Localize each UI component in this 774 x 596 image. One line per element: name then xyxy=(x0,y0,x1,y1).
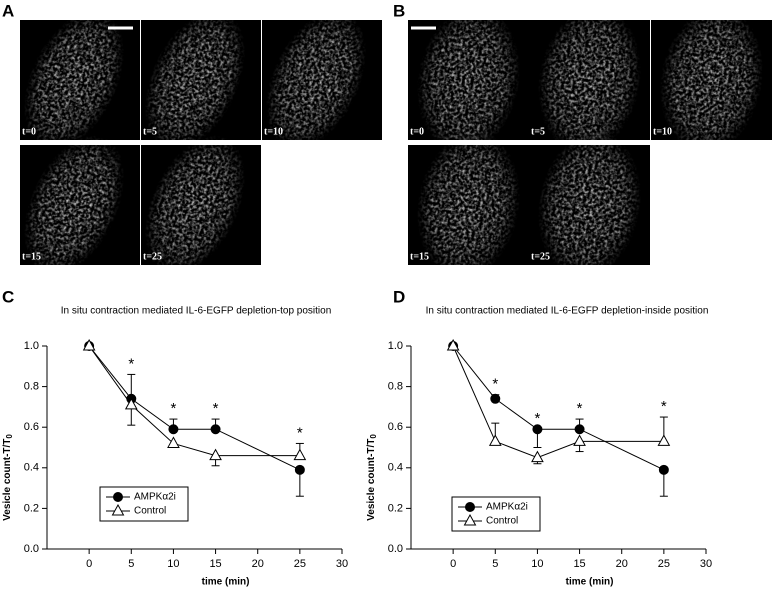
panel-letter: D xyxy=(393,287,405,306)
chart-title: In situ contraction mediated IL-6-EGFP d… xyxy=(61,306,332,317)
cell-signal xyxy=(23,135,125,275)
x-tick-label: 10 xyxy=(167,558,179,570)
data-point xyxy=(168,424,179,435)
significance-mark: * xyxy=(213,400,219,417)
cell-signal xyxy=(537,131,642,279)
cell-signal xyxy=(144,10,246,150)
y-axis-label: Vesicle count-T/T0 xyxy=(366,434,378,521)
y-tick-label: 0.4 xyxy=(388,462,403,474)
significance-mark: * xyxy=(492,376,498,393)
chart-title: In situ contraction mediated IL-6-EGFP d… xyxy=(426,306,709,317)
data-point xyxy=(574,424,585,435)
y-axis-label-text: Vesicle count-T/T xyxy=(366,439,377,521)
legend-label: AMPKα2i xyxy=(486,502,528,513)
data-point xyxy=(490,393,501,404)
cell-signal xyxy=(144,135,246,275)
significance-mark: * xyxy=(577,400,583,417)
y-tick-label: 1.0 xyxy=(388,340,403,352)
cell-signal xyxy=(537,6,642,154)
y-axis-label: Vesicle count-T/T0 xyxy=(2,434,14,521)
panel-letter: A xyxy=(2,1,14,20)
x-tick-label: 5 xyxy=(128,558,134,570)
y-tick-label: 0.0 xyxy=(24,543,39,555)
legend-marker xyxy=(465,502,475,512)
data-point xyxy=(531,450,544,463)
y-axis-label-subscript: 0 xyxy=(369,434,378,439)
x-tick-label: 15 xyxy=(209,558,221,570)
x-tick-label: 30 xyxy=(336,558,348,570)
legend-label: AMPKα2i xyxy=(134,492,176,503)
legend-label: Control xyxy=(134,506,166,517)
y-tick-label: 1.0 xyxy=(24,340,39,352)
cell-signal xyxy=(416,6,521,154)
y-axis-label-subscript: 0 xyxy=(5,434,14,439)
data-point xyxy=(209,448,222,461)
x-axis-label: time (min) xyxy=(566,577,614,588)
data-point xyxy=(293,448,307,461)
y-tick-label: 0.6 xyxy=(24,421,39,433)
data-point xyxy=(294,464,305,475)
x-tick-label: 20 xyxy=(616,558,628,570)
y-tick-label: 0.4 xyxy=(24,462,39,474)
frame-label: t=0 xyxy=(22,126,36,137)
y-tick-label: 0.8 xyxy=(388,381,403,393)
significance-mark: * xyxy=(128,355,134,372)
frame-label: t=5 xyxy=(531,126,545,137)
x-tick-label: 0 xyxy=(450,558,456,570)
frame-label: t=5 xyxy=(143,126,157,137)
y-tick-label: 0.6 xyxy=(388,421,403,433)
data-point xyxy=(82,338,96,351)
frame-label: t=25 xyxy=(143,251,162,262)
cell-signal xyxy=(23,10,125,150)
data-point xyxy=(488,434,502,446)
data-point xyxy=(167,436,180,448)
cell-signal xyxy=(416,131,521,279)
frame-label: t=25 xyxy=(531,251,550,262)
data-point xyxy=(532,424,543,435)
legend-marker xyxy=(463,513,477,526)
cell-signal xyxy=(265,10,367,150)
significance-mark: * xyxy=(171,400,177,417)
x-tick-label: 10 xyxy=(531,558,543,570)
legend-label: Control xyxy=(486,516,518,527)
x-tick-label: 25 xyxy=(294,558,306,570)
cell-signal xyxy=(659,6,764,154)
frame-label: t=10 xyxy=(653,126,672,137)
data-point xyxy=(124,397,138,410)
panel-letter: B xyxy=(393,1,405,20)
panel-letter: C xyxy=(2,287,14,306)
x-tick-label: 30 xyxy=(700,558,712,570)
legend-marker xyxy=(113,492,123,502)
significance-mark: * xyxy=(661,398,667,415)
significance-mark: * xyxy=(535,410,541,427)
frame-label: t=0 xyxy=(410,126,424,137)
frame-label: t=15 xyxy=(410,251,429,262)
x-tick-label: 15 xyxy=(573,558,585,570)
x-tick-label: 25 xyxy=(658,558,670,570)
data-point xyxy=(210,424,221,435)
data-point xyxy=(657,434,671,446)
y-tick-label: 0.0 xyxy=(388,543,403,555)
y-tick-label: 0.2 xyxy=(24,502,39,514)
frame-label: t=15 xyxy=(22,251,41,262)
x-tick-label: 20 xyxy=(252,558,264,570)
x-tick-label: 5 xyxy=(492,558,498,570)
data-point xyxy=(573,434,586,446)
frame-label: t=10 xyxy=(264,126,283,137)
legend-marker xyxy=(111,503,125,516)
significance-mark: * xyxy=(297,424,303,441)
y-axis-label-text: Vesicle count-T/T xyxy=(2,439,13,521)
y-tick-label: 0.8 xyxy=(24,381,39,393)
x-axis-label: time (min) xyxy=(202,577,250,588)
data-point xyxy=(658,464,669,475)
x-tick-label: 0 xyxy=(86,558,92,570)
data-point xyxy=(446,338,460,351)
y-tick-label: 0.2 xyxy=(388,502,403,514)
